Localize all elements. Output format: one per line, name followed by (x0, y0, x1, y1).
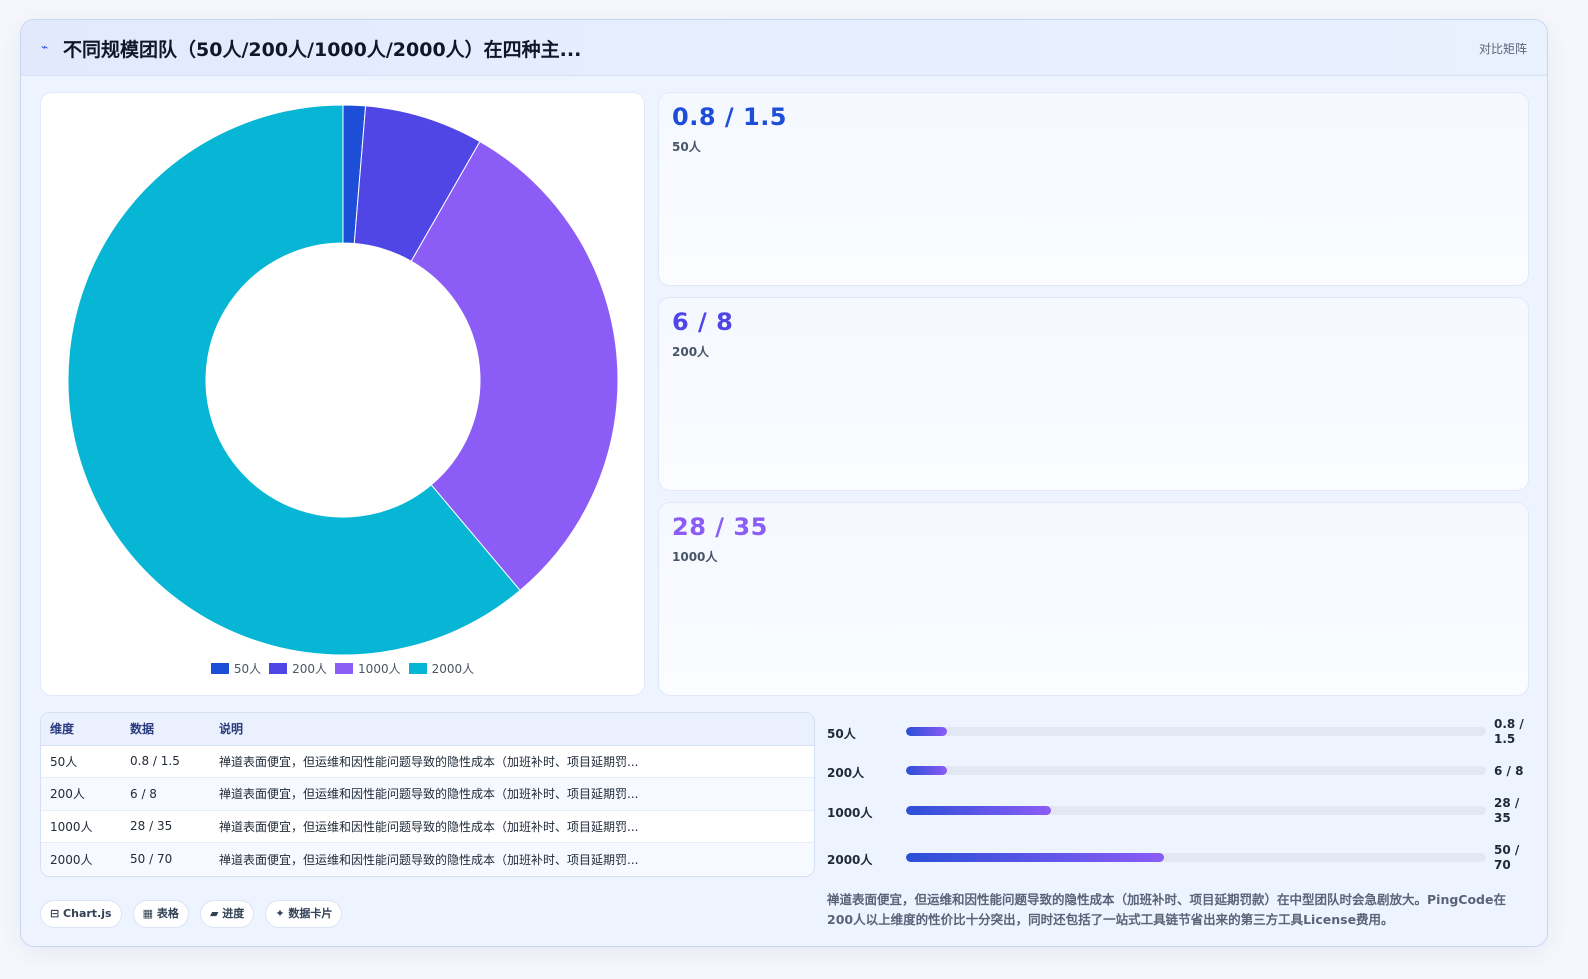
cell-data: 50 / 70 (121, 842, 210, 875)
progress-row-200: 200人 6 / 8 (827, 764, 1527, 794)
table-row: 1000人 28 / 35 禅道表面便宜，但运维和因性能问题导致的隐性成本（加班… (41, 810, 814, 843)
progress-fill (906, 806, 1051, 815)
stat-card-1000: 28 / 35 1000人 (658, 502, 1529, 696)
chart-logo-icon: ⌁ (41, 40, 49, 54)
progress-fill (906, 766, 947, 775)
column-header-data: 数据 (121, 713, 210, 746)
progress-value: 6 / 8 (1494, 764, 1524, 778)
donut-slice-3[interactable] (67, 104, 521, 656)
cell-dimension: 1000人 (41, 810, 121, 843)
cell-description: 禅道表面便宜，但运维和因性能问题导致的隐性成本（加班补时、项目延期罚... (210, 842, 814, 875)
chart-legend: 50人 200人 1000人 2000人 (41, 660, 644, 677)
progress-label: 2000人 (827, 853, 873, 867)
progress-row-50: 50人 0.8 / 1.5 (827, 717, 1527, 755)
chip-table[interactable]: ▦ 表格 (132, 900, 189, 928)
cell-data: 28 / 35 (121, 810, 210, 843)
legend-item[interactable]: 2000人 (408, 660, 475, 677)
analysis-note: 禅道表面便宜，但运维和因性能问题导致的隐性成本（加班补时、项目延期罚款）在中型团… (827, 892, 1506, 927)
table-header-row: 维度 数据 说明 (41, 713, 814, 746)
legend-item[interactable]: 1000人 (335, 660, 401, 677)
chip-data-card[interactable]: ✦ 数据卡片 (265, 900, 343, 928)
view-mode-tag[interactable]: 对比矩阵 (1478, 42, 1527, 56)
chip-chartjs[interactable]: ⊟ Chart.js (40, 900, 122, 928)
cell-dimension: 2000人 (41, 842, 121, 875)
progress-label: 1000人 (827, 806, 873, 820)
progress-fill (906, 727, 947, 736)
progress-track (906, 806, 1486, 815)
legend-swatch (408, 663, 427, 674)
progress-track (906, 727, 1486, 736)
cell-dimension: 50人 (41, 745, 121, 778)
table-row: 200人 6 / 8 禅道表面便宜，但运维和因性能问题导致的隐性成本（加班补时、… (41, 777, 814, 811)
progress-label: 50人 (827, 727, 856, 741)
data-table: 维度 数据 说明 50人 0.8 / 1.5 禅道表面便宜，但运维和因性能问题导… (41, 713, 814, 875)
progress-row-2000: 2000人 50 / 70 (827, 843, 1527, 881)
header-bar: ⌁ 不同规模团队（50人/200人/1000人/2000人）在四种主... 对比… (21, 20, 1547, 76)
table-row: 50人 0.8 / 1.5 禅道表面便宜，但运维和因性能问题导致的隐性成本（加班… (41, 745, 814, 778)
legend-label: 50人 (233, 662, 262, 676)
stat-label: 50人 (672, 140, 701, 154)
progress-label: 200人 (827, 766, 865, 780)
dashboard-frame: ⌁ 不同规模团队（50人/200人/1000人/2000人）在四种主... 对比… (20, 19, 1548, 947)
table-row: 2000人 50 / 70 禅道表面便宜，但运维和因性能问题导致的隐性成本（加班… (41, 842, 814, 875)
progress-track (906, 853, 1486, 862)
column-header-description: 说明 (210, 713, 814, 746)
donut-chart (67, 104, 619, 656)
legend-swatch (269, 663, 288, 674)
legend-item[interactable]: 50人 (210, 660, 262, 677)
cell-data: 6 / 8 (121, 777, 210, 811)
data-table-card: 维度 数据 说明 50人 0.8 / 1.5 禅道表面便宜，但运维和因性能问题导… (40, 712, 815, 877)
cell-data: 0.8 / 1.5 (121, 745, 210, 778)
stat-value: 28 / 35 (672, 513, 768, 541)
legend-label: 200人 (292, 662, 328, 676)
progress-fill (906, 853, 1165, 862)
cell-description: 禅道表面便宜，但运维和因性能问题导致的隐性成本（加班补时、项目延期罚... (210, 777, 814, 811)
progress-row-1000: 1000人 28 / 35 (827, 796, 1527, 834)
legend-swatch (210, 663, 229, 674)
stat-card-200: 6 / 8 200人 (658, 297, 1529, 491)
stat-value: 0.8 / 1.5 (672, 103, 788, 131)
page-title: 不同规模团队（50人/200人/1000人/2000人）在四种主... (63, 39, 582, 61)
legend-label: 1000人 (358, 662, 401, 676)
progress-value: 50 / 70 (1494, 843, 1520, 872)
stat-label: 200人 (672, 345, 710, 359)
column-header-dimension: 维度 (41, 713, 121, 746)
legend-item[interactable]: 200人 (269, 660, 327, 677)
progress-track (906, 766, 1486, 775)
donut-slice-2[interactable] (410, 140, 619, 592)
stat-card-50: 0.8 / 1.5 50人 (658, 92, 1529, 286)
legend-label: 2000人 (431, 662, 475, 676)
cell-description: 禅道表面便宜，但运维和因性能问题导致的隐性成本（加班补时、项目延期罚... (210, 810, 814, 843)
view-chips: ⊟ Chart.js ▦ 表格 ▰ 进度 ✦ 数据卡片 (40, 900, 348, 928)
progress-value: 28 / 35 (1494, 796, 1520, 825)
cell-dimension: 200人 (41, 777, 121, 811)
legend-swatch (335, 663, 354, 674)
progress-value: 0.8 / 1.5 (1494, 717, 1524, 746)
donut-chart-card: 50人 200人 1000人 2000人 (40, 92, 645, 696)
stat-label: 1000人 (672, 550, 718, 564)
chip-progress[interactable]: ▰ 进度 (199, 900, 255, 928)
cell-description: 禅道表面便宜，但运维和因性能问题导致的隐性成本（加班补时、项目延期罚... (210, 745, 814, 778)
stat-value: 6 / 8 (672, 308, 734, 336)
